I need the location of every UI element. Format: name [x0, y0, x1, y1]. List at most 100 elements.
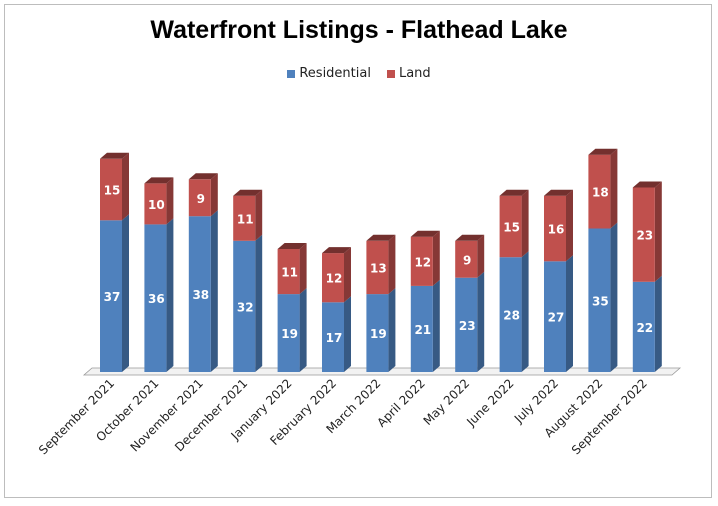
bar-land-3: [233, 195, 256, 241]
data-label-residential-1: 36: [148, 292, 165, 306]
data-label-residential-9: 28: [503, 309, 520, 323]
bar-side-0-7: [432, 279, 440, 372]
bar-side-0-4: [299, 288, 307, 372]
category-label-7: April 2022: [374, 376, 428, 430]
data-label-residential-8: 23: [459, 319, 476, 333]
bar-side-1-12: [654, 181, 662, 282]
legend-label-residential: Residential: [299, 66, 371, 81]
bar-side-0-9: [521, 251, 529, 372]
bar-side-1-6: [388, 234, 396, 295]
bar-residential-1: [144, 224, 167, 372]
data-label-land-3: 11: [237, 212, 254, 226]
bar-residential-4: [277, 294, 300, 372]
data-label-residential-3: 32: [237, 300, 254, 314]
bar-side-0-11: [610, 222, 618, 372]
bar-top-4: [277, 243, 307, 249]
data-label-residential-10: 27: [548, 311, 565, 325]
legend-item-residential: Residential: [287, 66, 371, 81]
data-label-land-12: 23: [636, 229, 653, 243]
bar-top-6: [366, 234, 396, 241]
data-label-land-2: 9: [197, 192, 205, 206]
bar-land-12: [632, 187, 655, 282]
data-label-residential-2: 38: [192, 288, 209, 302]
data-label-land-4: 11: [281, 266, 298, 280]
bar-residential-0: [100, 220, 122, 372]
bar-land-9: [499, 195, 522, 258]
bar-top-8: [455, 234, 485, 241]
bar-land-8: [455, 240, 478, 278]
legend: Residential Land: [0, 66, 718, 81]
bar-side-1-10: [566, 189, 573, 262]
bar-land-6: [366, 240, 389, 295]
legend-item-land: Land: [386, 66, 431, 81]
bar-side-0-6: [388, 288, 396, 372]
bar-top-7: [410, 230, 440, 237]
bar-side-0-12: [654, 275, 662, 372]
bar-side-0-5: [344, 296, 351, 372]
bar-side-1-2: [210, 173, 218, 217]
data-label-residential-0: 37: [104, 290, 121, 304]
data-label-residential-5: 17: [326, 331, 343, 345]
data-label-residential-4: 19: [281, 327, 298, 341]
bar-top-10: [544, 189, 573, 196]
bar-side-0-2: [210, 210, 218, 372]
bar-top-1: [144, 177, 174, 184]
bar-top-3: [233, 189, 263, 196]
bar-side-0-10: [566, 255, 573, 372]
bar-residential-2: [188, 216, 211, 372]
bar-land-4: [277, 249, 300, 295]
bar-side-0-8: [477, 271, 485, 372]
bar-side-1-8: [477, 234, 485, 278]
bar-land-2: [188, 179, 211, 217]
chart-frame: [4, 4, 712, 498]
bar-residential-10: [544, 261, 566, 372]
bar-residential-12: [632, 281, 655, 372]
bar-side-0-3: [255, 234, 263, 372]
bar-top-2: [188, 173, 218, 180]
bar-land-7: [410, 236, 433, 286]
bar-side-1-3: [255, 189, 263, 241]
chart-title: Waterfront Listings - Flathead Lake: [150, 16, 568, 44]
bar-land-0: [100, 158, 122, 221]
bar-land-5: [322, 253, 344, 303]
bar-residential-11: [588, 228, 611, 372]
data-label-residential-11: 35: [592, 294, 609, 308]
bar-residential-3: [233, 240, 256, 372]
data-label-residential-7: 21: [414, 323, 431, 337]
bar-top-12: [632, 181, 662, 188]
bar-residential-8: [455, 277, 478, 372]
data-label-land-11: 18: [592, 186, 609, 200]
data-label-land-10: 16: [548, 223, 565, 237]
bar-top-9: [499, 189, 529, 196]
data-label-land-0: 15: [104, 184, 121, 198]
data-label-land-5: 12: [326, 272, 343, 286]
bar-side-1-11: [610, 148, 618, 229]
legend-swatch-residential: [287, 69, 296, 78]
bar-residential-7: [410, 285, 433, 372]
legend-label-land: Land: [398, 66, 431, 81]
data-label-land-9: 15: [503, 220, 520, 234]
bar-top-0: [100, 152, 129, 159]
bar-land-10: [544, 195, 566, 262]
bar-side-1-4: [299, 243, 307, 295]
category-label-12: September 2022: [569, 376, 650, 457]
bar-side-1-9: [521, 189, 529, 258]
bar-side-1-0: [122, 152, 129, 221]
bar-residential-5: [322, 302, 344, 372]
data-label-land-6: 13: [370, 261, 387, 275]
bar-side-0-0: [122, 214, 129, 372]
bar-land-11: [588, 154, 611, 229]
bar-top-11: [588, 148, 618, 155]
data-label-land-7: 12: [414, 255, 431, 269]
bar-side-1-5: [344, 247, 351, 303]
bar-residential-6: [366, 294, 389, 372]
bar-side-0-1: [166, 218, 174, 372]
data-label-residential-12: 22: [636, 321, 653, 335]
data-label-residential-6: 19: [370, 327, 387, 341]
data-label-land-1: 10: [148, 198, 165, 212]
bar-residential-9: [499, 257, 522, 372]
data-label-land-8: 9: [463, 253, 471, 267]
legend-swatch-land: [386, 69, 395, 78]
bar-side-1-7: [432, 230, 440, 286]
